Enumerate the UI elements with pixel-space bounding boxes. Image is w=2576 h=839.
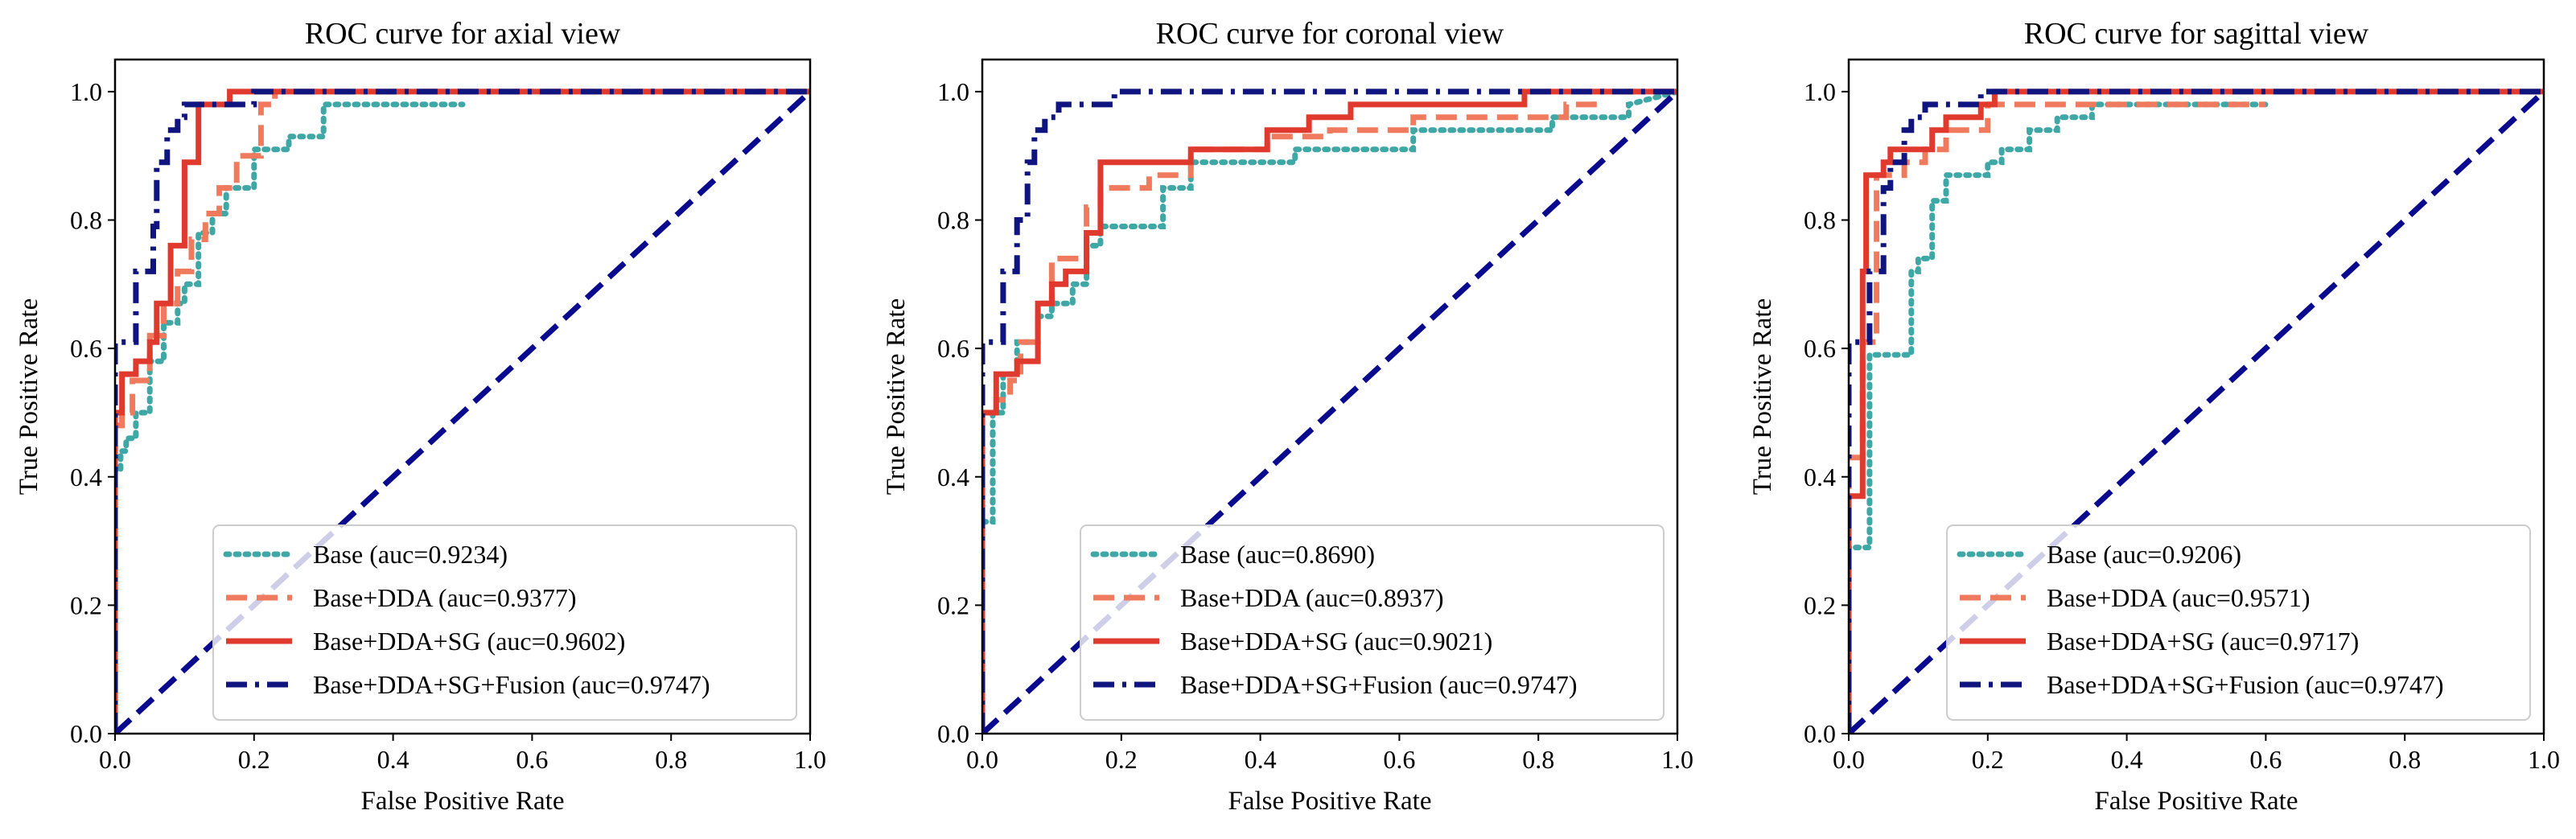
- y-tick-label: 0.0: [70, 719, 102, 748]
- legend-label-0: Base (auc=0.9206): [2047, 540, 2241, 569]
- legend: Base (auc=0.9206) Base+DDA (auc=0.9571) Ba…: [1946, 524, 2531, 721]
- legend-box: [212, 524, 797, 721]
- y-tick-label: 0.6: [70, 334, 102, 363]
- series-line-3: [982, 88, 1677, 734]
- axes-frame: [981, 58, 1679, 735]
- axes-frame: [113, 58, 812, 735]
- panel-coronal: ROC curve for coronal view 0.0 0.2 0.4 0.6 0.…: [882, 17, 1693, 816]
- series-line-1: [982, 88, 1677, 734]
- legend-box: [1080, 524, 1665, 721]
- x-tick-label: 0.8: [655, 745, 687, 774]
- y-tick-label: 0.8: [70, 206, 102, 235]
- legend-label-0: Base (auc=0.9234): [313, 540, 508, 569]
- y-tick-label: 0.4: [1804, 463, 1836, 491]
- x-tick-label: 1.0: [1661, 745, 1693, 774]
- legend-label-2: Base+DDA+SG (auc=0.9602): [313, 627, 625, 656]
- y-tick-label: 0.0: [1804, 719, 1836, 748]
- chart-title: ROC curve for coronal view: [1156, 17, 1504, 51]
- x-tick-label: 0.2: [1105, 745, 1138, 774]
- x-axis-label: False Positive Rate: [361, 787, 565, 816]
- x-tick-label: 0.4: [2111, 745, 2143, 774]
- x-tick-label: 0.2: [1972, 745, 2004, 774]
- x-tick-label: 0.0: [99, 745, 131, 774]
- x-tick-label: 0.2: [238, 745, 270, 774]
- y-tick-label: 1.0: [70, 77, 102, 106]
- x-tick-label: 0.4: [377, 745, 409, 774]
- x-tick-label: 1.0: [2528, 745, 2560, 774]
- y-tick-label: 0.2: [1804, 590, 1836, 619]
- legend-box: [1946, 524, 2531, 721]
- x-axis-label: False Positive Rate: [2095, 787, 2298, 816]
- y-axis-label: True Positive Rate: [1748, 298, 1777, 495]
- chart-title: ROC curve for axial view: [305, 17, 621, 51]
- legend-label-2: Base+DDA+SG (auc=0.9021): [1180, 627, 1492, 656]
- x-tick-label: 0.6: [1383, 745, 1415, 774]
- x-tick-label: 0.4: [1245, 745, 1277, 774]
- legend-label-3: Base+DDA+SG+Fusion (auc=0.9747): [2047, 670, 2443, 699]
- series-line-3: [1849, 88, 2544, 734]
- x-tick-label: 0.8: [1522, 745, 1554, 774]
- y-tick-label: 0.4: [70, 463, 102, 491]
- series-line-2: [982, 88, 1677, 734]
- legend: Base (auc=0.8690) Base+DDA (auc=0.8937) Ba…: [1080, 524, 1665, 721]
- series-line-0: [1849, 101, 2269, 734]
- panel-axial: ROC curve for axial view 0.0 0.2 0.4 0.6 0.8 1…: [14, 17, 826, 816]
- x-tick-label: 0.0: [1833, 745, 1865, 774]
- y-axis-label: True Positive Rate: [882, 298, 911, 495]
- y-tick-label: 0.6: [1804, 334, 1836, 363]
- x-tick-label: 0.8: [2389, 745, 2421, 774]
- y-tick-label: 0.8: [1804, 206, 1836, 235]
- panel-sagittal: ROC curve for sagittal view 0.0 0.2 0.4 0.6 0…: [1748, 17, 2560, 816]
- series-line-2: [1849, 88, 2544, 734]
- chart-title: ROC curve for sagittal view: [2024, 17, 2369, 51]
- legend-label-3: Base+DDA+SG+Fusion (auc=0.9747): [1180, 670, 1577, 699]
- legend-label-0: Base (auc=0.8690): [1180, 540, 1375, 569]
- legend-label-1: Base+DDA (auc=0.8937): [1180, 583, 1444, 612]
- series-line-0: [115, 101, 466, 734]
- x-tick-label: 0.0: [966, 745, 998, 774]
- legend-label-2: Base+DDA+SG (auc=0.9717): [2047, 627, 2359, 656]
- axes-frame: [1847, 58, 2545, 735]
- x-tick-label: 0.6: [2249, 745, 2282, 774]
- series-line-3: [115, 88, 810, 734]
- y-tick-label: 0.0: [937, 719, 969, 748]
- y-tick-label: 0.2: [937, 590, 969, 619]
- y-tick-label: 0.2: [70, 590, 102, 619]
- y-tick-label: 0.8: [937, 206, 969, 235]
- x-tick-label: 1.0: [794, 745, 826, 774]
- legend-label-1: Base+DDA (auc=0.9377): [313, 583, 577, 612]
- series-line-1: [115, 88, 810, 734]
- y-tick-label: 0.6: [937, 334, 969, 363]
- legend-label-1: Base+DDA (auc=0.9571): [2047, 583, 2311, 612]
- y-axis-label: True Positive Rate: [14, 298, 43, 495]
- y-tick-label: 0.4: [937, 463, 969, 491]
- x-tick-label: 0.6: [516, 745, 548, 774]
- x-axis-label: False Positive Rate: [1228, 787, 1432, 816]
- legend-label-3: Base+DDA+SG+Fusion (auc=0.9747): [313, 670, 710, 699]
- y-tick-label: 1.0: [1804, 77, 1836, 106]
- legend: Base (auc=0.9234) Base+DDA (auc=0.9377) Ba…: [212, 524, 797, 721]
- y-tick-label: 1.0: [937, 77, 969, 106]
